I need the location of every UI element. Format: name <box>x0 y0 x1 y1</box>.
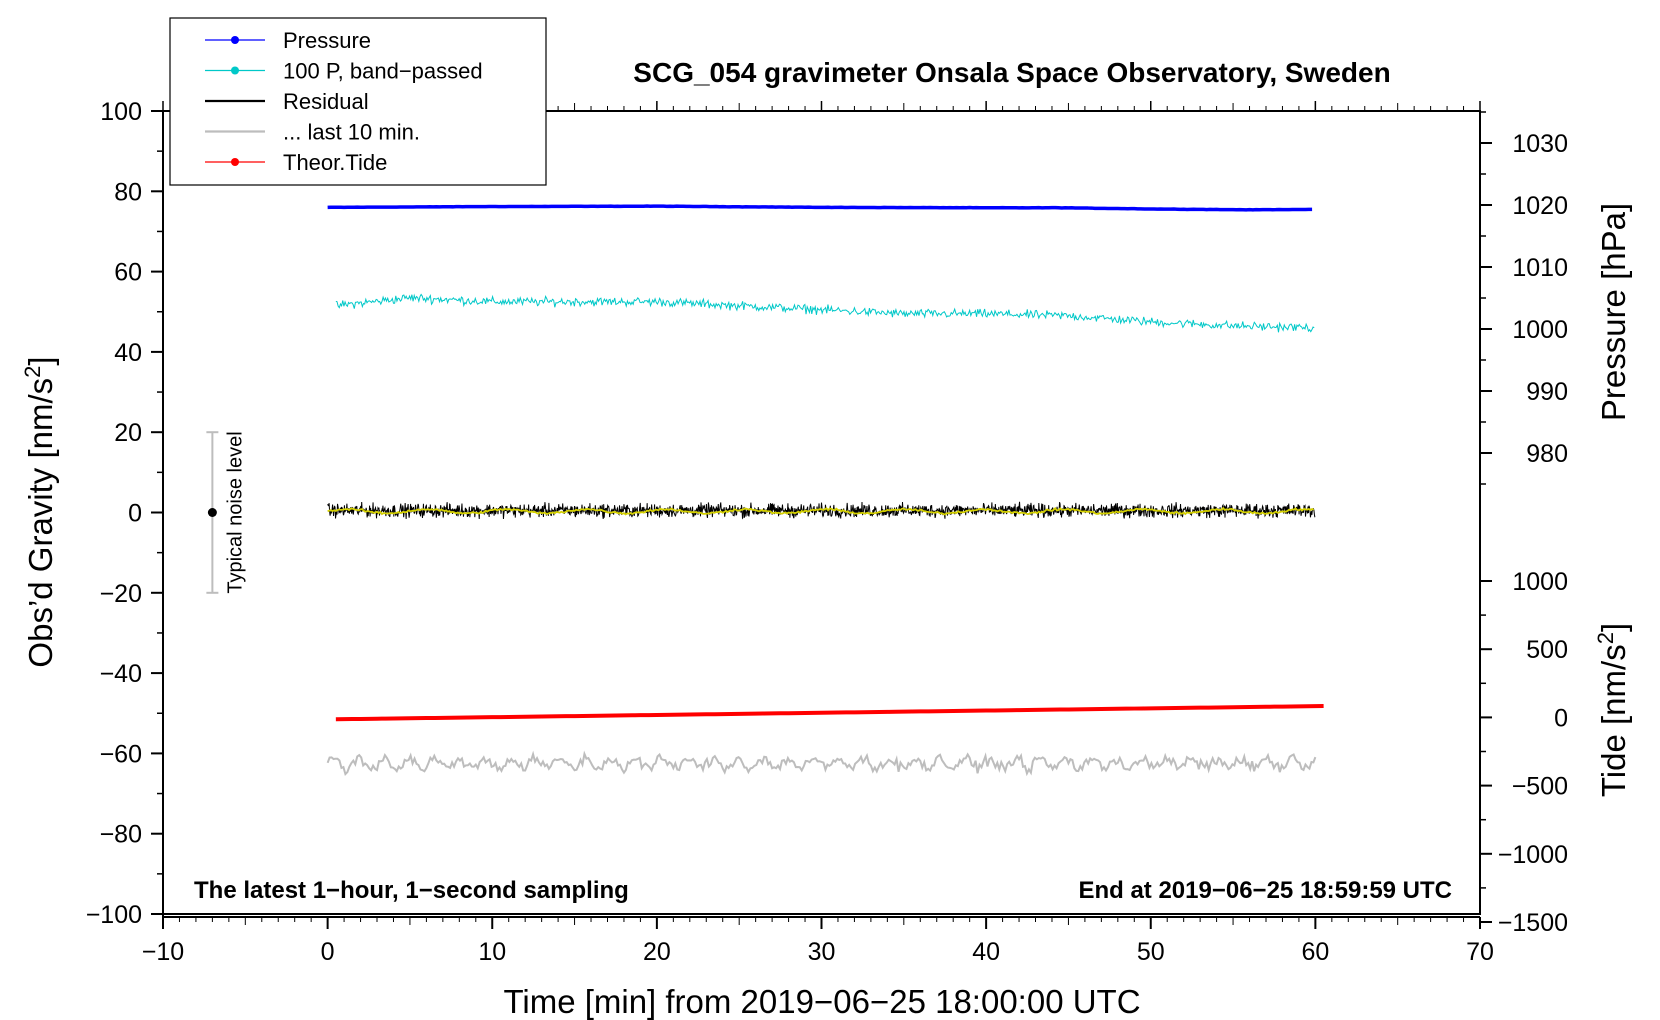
pressure-tick-label: 1000 <box>1512 316 1568 344</box>
y-tick-label: 40 <box>114 339 142 367</box>
tide-axis-title-main: Tide [nm/s <box>1595 644 1632 797</box>
series-layer <box>326 204 1324 777</box>
pressure-tick-label: 1020 <box>1512 192 1568 220</box>
legend: Pressure 100 P, band−passed Residual ... la… <box>169 17 547 186</box>
y-tick-label: −20 <box>100 580 142 608</box>
y-tick-label: −60 <box>100 740 142 768</box>
x-tick-label: 70 <box>1466 938 1494 966</box>
tide-tick-label: 500 <box>1526 636 1568 664</box>
x-tick-label: 40 <box>972 938 1000 966</box>
legend-label: Residual <box>283 89 369 114</box>
x-tick-label: 60 <box>1301 938 1329 966</box>
series-pressure-bandpassed-line <box>335 293 1315 333</box>
plot-frame <box>162 110 1481 915</box>
series-theor-tide-line <box>335 704 1324 722</box>
legend-marker <box>231 66 239 75</box>
tide-axis-title-end: ] <box>1595 623 1632 632</box>
legend-entries: Pressure 100 P, band−passed Residual ... la… <box>205 28 483 175</box>
pressure-tick-label: 980 <box>1526 440 1568 468</box>
legend-marker <box>231 36 239 44</box>
legend-label: Pressure <box>283 28 371 53</box>
tide-tick-label: 0 <box>1554 704 1568 732</box>
x-tick-label: 20 <box>643 938 671 966</box>
y-tick-label: 60 <box>114 259 142 287</box>
tide-axis-title-sup: 2 <box>1593 632 1618 644</box>
noise-bar-label: Typical noise level <box>224 431 246 593</box>
series-pressure-line <box>327 204 1313 212</box>
y-tick-label: −40 <box>100 660 142 688</box>
tide-tick-label: 1000 <box>1512 568 1568 596</box>
legend-label: Theor.Tide <box>283 150 387 175</box>
tide-axis-title: Tide [nm/s2] <box>1593 623 1632 797</box>
x-tick-label: 10 <box>478 938 506 966</box>
annotation-left: The latest 1−hour, 1−second sampling <box>194 877 629 904</box>
series-last10min-line <box>326 750 1317 777</box>
pressure-tick-label: 1030 <box>1512 130 1568 158</box>
y-axis-title: Obs’d Gravity [nm/s2] <box>20 356 59 667</box>
x-axis-title: Time [min] from 2019−06−25 18:00:00 UTC <box>503 983 1140 1020</box>
series-residual-line <box>327 501 1316 520</box>
annotation-right: End at 2019−06−25 18:59:59 UTC <box>1078 877 1452 904</box>
tide-tick-label: −500 <box>1512 773 1568 801</box>
noise-bar: Typical noise level <box>206 431 246 594</box>
y-axis-title-end: ] <box>22 356 59 365</box>
legend-entry: Theor.Tide <box>205 150 387 175</box>
series-residual-smoothed-line <box>327 506 1315 516</box>
legend-marker <box>231 158 239 166</box>
y-tick-label: 80 <box>114 178 142 206</box>
legend-entry: ... last 10 min. <box>205 120 420 145</box>
x-tick-label: 0 <box>321 938 335 966</box>
y-tick-label: 0 <box>128 500 142 528</box>
y-tick-label: 100 <box>100 98 142 126</box>
legend-entry: 100 P, band−passed <box>205 59 483 84</box>
noise-bar-center-point <box>207 508 217 517</box>
pressure-tick-label: 1010 <box>1512 254 1568 282</box>
x-tick-label: 30 <box>808 938 836 966</box>
chart-title: SCG_054 gravimeter Onsala Space Observat… <box>633 57 1390 88</box>
y-tick-label: −100 <box>86 901 142 929</box>
y-axis-title-sup: 2 <box>20 366 45 378</box>
legend-label: 100 P, band−passed <box>283 59 483 84</box>
x-tick-label: −10 <box>142 938 184 966</box>
legend-label: ... last 10 min. <box>283 120 420 145</box>
y-tick-label: 20 <box>114 419 142 447</box>
tide-tick-label: −1500 <box>1498 909 1568 937</box>
pressure-tick-label: 990 <box>1526 378 1568 406</box>
axis-ticks: −10 0 10 20 30 40 50 60 70100806040200−20−40−60−… <box>86 98 1568 966</box>
tide-tick-label: −1000 <box>1498 841 1568 869</box>
y-axis-title-main: Obs’d Gravity [nm/s <box>22 378 59 668</box>
pressure-axis-title: Pressure [hPa] <box>1595 203 1632 421</box>
legend-entry: Pressure <box>205 28 371 53</box>
y-tick-label: −80 <box>100 821 142 849</box>
legend-entry: Residual <box>205 89 369 114</box>
x-tick-label: 50 <box>1137 938 1165 966</box>
